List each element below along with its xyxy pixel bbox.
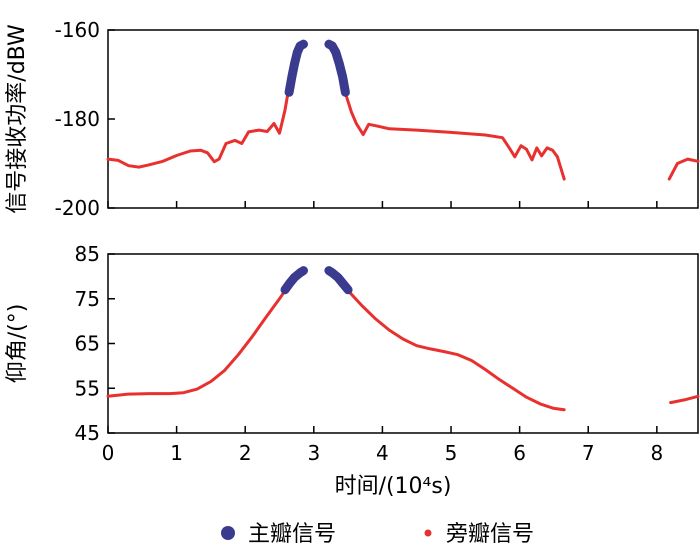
elevation-y-tick-label: 65 <box>75 332 100 356</box>
legend: 主瓣信号 旁瓣信号 <box>221 522 534 547</box>
elevation-y-ticks: 45 55 65 75 85 <box>75 242 115 445</box>
power-y-tick-label: -200 <box>55 196 100 220</box>
x-tick-label: 8 <box>650 441 663 465</box>
x-tick-label: 7 <box>582 441 595 465</box>
x-tick-label: 6 <box>513 441 526 465</box>
power-series-main-lobe-segment <box>284 39 308 97</box>
elevation-series-side-lobe-segment <box>346 289 566 412</box>
elevation-plot-frame <box>107 253 699 434</box>
elevation-series-main-lobe-segment <box>324 266 353 295</box>
elevation-series-side-lobe-segment <box>106 289 287 398</box>
elevation-y-tick-label: 75 <box>75 287 100 311</box>
elevation-y-tick-label: 85 <box>75 242 100 266</box>
time-x-axis-label: 时间/(10⁴s) <box>335 474 452 499</box>
power-series-side-lobe-segment <box>343 91 566 181</box>
x-tick-label: 2 <box>239 441 252 465</box>
x-tick-label: 5 <box>445 441 458 465</box>
x-tick-label: 1 <box>170 441 183 465</box>
elevation-series-group <box>106 266 700 412</box>
power-panel: -200 -180 -160 信号接收功率/dBW <box>5 18 700 220</box>
elevation-series-main-lobe-segment <box>280 266 308 295</box>
power-y-tick-label: -160 <box>55 18 100 42</box>
power-plot-frame <box>107 29 699 209</box>
power-y-ticks: -200 -180 -160 <box>55 18 115 220</box>
x-tick-label: 3 <box>307 441 320 465</box>
elevation-y-tick-label: 45 <box>75 421 100 445</box>
elevation-y-tick-label: 55 <box>75 376 100 400</box>
elevation-x-ticks: 0 1 2 3 4 5 6 7 8 <box>102 426 663 465</box>
legend-label-main-lobe: 主瓣信号 <box>248 522 336 547</box>
power-series-side-lobe-segment <box>667 157 700 181</box>
legend-marker-side-lobe <box>424 529 432 537</box>
legend-label-side-lobe: 旁瓣信号 <box>446 522 534 547</box>
elevation-series-side-lobe-segment <box>669 394 700 405</box>
power-series-group <box>106 39 700 181</box>
power-series-side-lobe-segment <box>106 89 291 169</box>
x-tick-label: 4 <box>376 441 389 465</box>
legend-marker-main-lobe <box>221 526 235 540</box>
x-tick-label: 0 <box>102 441 115 465</box>
power-y-axis-label: 信号接收功率/dBW <box>5 24 30 214</box>
power-x-ticks <box>107 201 658 208</box>
power-y-tick-label: -180 <box>55 107 100 131</box>
power-series-main-lobe-segment <box>324 39 350 97</box>
elevation-y-axis-label: 仰角/(°) <box>5 304 30 384</box>
